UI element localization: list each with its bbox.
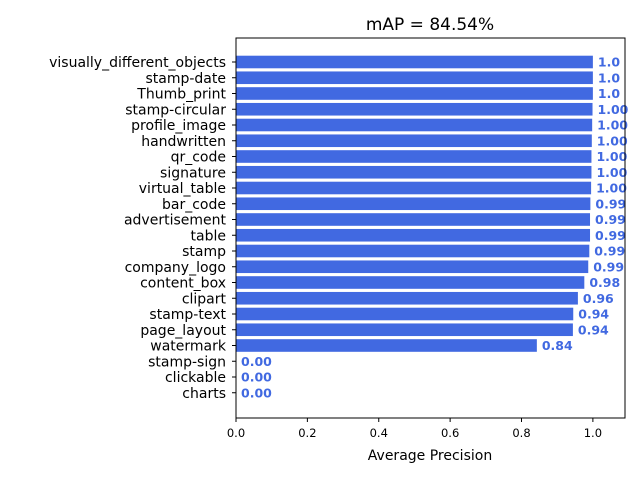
value-label: 0.99 xyxy=(593,259,624,274)
x-tick-label: 1.0 xyxy=(584,426,602,440)
bar-clipart xyxy=(236,291,578,305)
category-label: stamp xyxy=(182,244,226,260)
bar-handwritten xyxy=(236,134,592,148)
x-tick-label: 0.4 xyxy=(370,426,388,440)
value-label: 1.00 xyxy=(596,181,627,196)
category-label: qr_code xyxy=(171,150,226,166)
x-tick-label: 0.0 xyxy=(227,426,245,440)
value-label: 0.00 xyxy=(241,370,272,385)
category-label: signature xyxy=(160,165,226,181)
category-label: watermark xyxy=(150,339,227,355)
value-label: 0.94 xyxy=(578,307,609,322)
category-label: stamp-text xyxy=(149,307,226,323)
value-label: 0.00 xyxy=(241,385,272,400)
category-label: stamp-date xyxy=(145,71,226,87)
value-label: 0.99 xyxy=(595,228,626,243)
bar-Thumb_print xyxy=(236,87,593,100)
value-label: 1.00 xyxy=(596,149,627,164)
value-label: 0.98 xyxy=(589,275,620,290)
category-label: bar_code xyxy=(162,197,226,213)
category-label: company_logo xyxy=(125,260,226,276)
bar-watermark xyxy=(236,339,537,352)
bar-page_layout xyxy=(236,323,573,337)
bar-stamp-text xyxy=(236,307,574,321)
bar-visually_different_objects xyxy=(236,55,593,69)
bar-stamp-circular xyxy=(236,102,593,116)
x-tick-label: 0.8 xyxy=(512,426,530,440)
bar-stamp-date xyxy=(236,71,593,85)
x-tick-label: 0.2 xyxy=(298,426,316,440)
value-label: 0.99 xyxy=(595,212,626,227)
chart-title: mAP = 84.54% xyxy=(366,15,494,35)
value-label: 0.96 xyxy=(583,291,614,306)
value-label: 0.99 xyxy=(594,244,625,259)
category-label: profile_image xyxy=(131,118,226,134)
category-label: stamp-sign xyxy=(148,354,226,370)
category-label: Thumb_print xyxy=(136,87,226,103)
bar-virtual_table xyxy=(236,181,592,195)
bar-advertisement xyxy=(236,213,591,226)
x-axis-label: Average Precision xyxy=(368,448,492,464)
bar-table xyxy=(236,228,591,242)
category-label: visually_different_objects xyxy=(49,55,226,71)
bar-signature xyxy=(236,165,592,179)
value-label: 1.00 xyxy=(596,165,627,180)
category-label: table xyxy=(191,228,226,244)
category-label: advertisement xyxy=(124,213,227,229)
value-label: 0.84 xyxy=(542,338,573,353)
value-label: 0.99 xyxy=(595,196,626,211)
plot-frame xyxy=(235,37,626,419)
value-label: 1.00 xyxy=(598,102,629,117)
bar-content_box xyxy=(236,276,585,289)
value-label: 0.94 xyxy=(578,322,609,337)
value-label: 1.00 xyxy=(597,118,628,133)
value-label: 1.0 xyxy=(598,55,620,70)
category-label: clipart xyxy=(182,291,227,307)
category-label: content_box xyxy=(140,276,226,292)
y-axis: visually_different_objectsstamp-dateThum… xyxy=(49,55,236,402)
bars-layer xyxy=(236,55,593,352)
category-label: charts xyxy=(182,386,226,402)
bar-stamp xyxy=(236,244,590,258)
x-tick-label: 0.6 xyxy=(441,426,459,440)
category-label: clickable xyxy=(165,370,226,386)
category-label: page_layout xyxy=(140,323,226,339)
value-labels-layer: 1.01.01.01.001.001.001.001.001.000.990.9… xyxy=(241,55,629,401)
bar-profile_image xyxy=(236,118,593,132)
value-label: 1.0 xyxy=(598,70,620,85)
value-label: 1.0 xyxy=(598,86,620,101)
bar-bar_code xyxy=(236,197,591,211)
category-label: virtual_table xyxy=(139,181,226,197)
category-label: stamp-circular xyxy=(125,102,226,118)
value-label: 0.00 xyxy=(241,354,272,369)
bar-qr_code xyxy=(236,150,592,163)
category-label: handwritten xyxy=(141,134,226,150)
bar-company_logo xyxy=(236,260,589,274)
x-axis: 0.0 0.2 0.4 0.6 0.8 1.0 xyxy=(227,418,602,440)
value-label: 1.00 xyxy=(597,133,628,148)
